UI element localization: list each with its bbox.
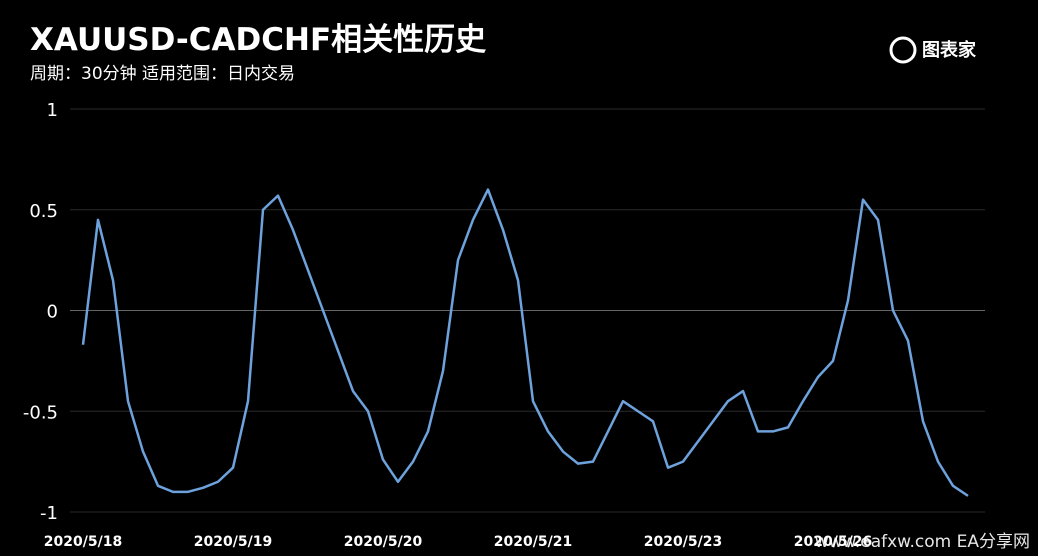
chart-subtitle: 周期：30分钟 适用范围：日内交易 (30, 64, 295, 84)
y-tick-label: -1 (40, 503, 58, 524)
x-tick-label: 2020/5/21 (494, 534, 572, 550)
chart-title: XAUUSD-CADCHF相关性历史 (30, 22, 486, 58)
y-tick-label: 0.5 (29, 201, 58, 222)
x-tick-label: 2020/5/18 (44, 534, 122, 550)
y-tick-label: 1 (47, 100, 58, 121)
y-tick-label: -0.5 (23, 402, 58, 423)
watermark: www.eafxw.com EA分享网 (815, 532, 1030, 552)
line-series (81, 188, 969, 497)
logo-icon (889, 36, 917, 64)
x-tick-label: 2020/5/20 (344, 534, 423, 550)
x-tick-label: 2020/5/26 (794, 534, 872, 550)
x-tick-label: 2020/5/19 (194, 534, 272, 550)
y-tick-label: 0 (47, 302, 58, 323)
logo: 图表家 (922, 39, 977, 61)
x-tick-label: 2020/5/23 (644, 534, 722, 550)
